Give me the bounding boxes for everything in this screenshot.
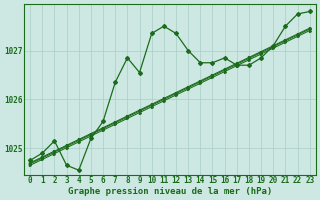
X-axis label: Graphe pression niveau de la mer (hPa): Graphe pression niveau de la mer (hPa) [68,187,272,196]
